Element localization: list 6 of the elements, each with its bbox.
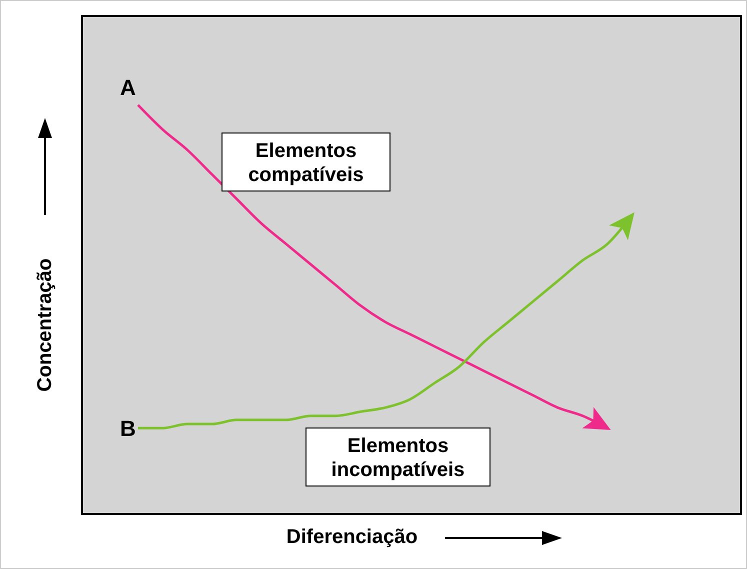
annotation: Elementos compatíveis: [248, 140, 364, 186]
annotation: Elementos incompatíveis: [331, 435, 465, 481]
x-axis-title: Diferenciação: [286, 526, 418, 548]
series-label: A: [120, 75, 136, 100]
y-axis-title: Concentração: [34, 258, 56, 392]
series-label: B: [120, 416, 136, 442]
